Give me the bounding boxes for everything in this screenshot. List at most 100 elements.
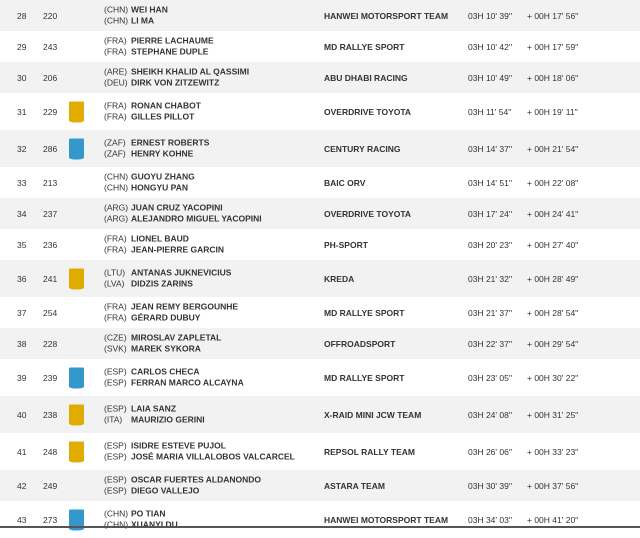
time-gap: + 00H 33' 23'': [527, 446, 579, 457]
driver[interactable]: (CZE) MIROSLAV ZAPLETAL: [104, 332, 221, 344]
driver[interactable]: (ESP) LAIA SANZ: [104, 403, 205, 415]
team-name: OVERDRIVE TOYOTA: [324, 208, 412, 219]
time-gap: + 00H 27' 40'': [527, 239, 579, 250]
co-driver[interactable]: (ZAF) HENRY KOHNE: [104, 149, 209, 161]
nationality: (FRA): [104, 301, 127, 311]
co-driver[interactable]: (CHN) HONGYU PAN: [104, 183, 195, 195]
nationality: (CHN): [104, 519, 129, 530]
driver[interactable]: (FRA) RONAN CHABOT: [104, 100, 201, 112]
table-row[interactable]: 43 273 (CHN) PO TIAN (CHN) XUANYI DU HANWE…: [0, 501, 640, 538]
co-driver[interactable]: (FRA) GILLES PILLOT: [104, 112, 201, 124]
team-name: ABU DHABI RACING: [324, 72, 408, 83]
position: 42: [17, 480, 27, 491]
co-driver-name: DIRK VON ZITZEWITZ: [131, 77, 220, 88]
co-driver[interactable]: (SVK) MAREK SYKORA: [104, 344, 221, 356]
nationality: (FRA): [104, 312, 127, 323]
co-driver[interactable]: (LVA) DIDZIS ZARINS: [104, 279, 231, 291]
co-driver[interactable]: (CHN) XUANYI DU: [104, 520, 178, 532]
driver-name: OSCAR FUERTES ALDANONDO: [131, 474, 262, 484]
driver[interactable]: (FRA) JEAN REMY BERGOUNHE: [104, 301, 238, 313]
driver-name: RONAN CHABOT: [131, 100, 201, 110]
nationality: (FRA): [104, 46, 127, 57]
table-row[interactable]: 38 228 (CZE) MIROSLAV ZAPLETAL (SVK) MAREK…: [0, 328, 640, 359]
car-number: 243: [43, 41, 58, 52]
driver[interactable]: (LTU) ANTANAS JUKNEVICIUS: [104, 267, 231, 279]
car-number: 286: [43, 143, 58, 154]
driver[interactable]: (CHN) GUOYU ZHANG: [104, 171, 195, 183]
table-row[interactable]: 32 286 (ZAF) ERNEST ROBERTS (ZAF) HENRY KO…: [0, 130, 640, 167]
table-row[interactable]: 40 238 (ESP) LAIA SANZ (ITA) MAURIZIO GERI…: [0, 396, 640, 433]
category-badge-icon: [69, 441, 84, 462]
driver[interactable]: (FRA) LIONEL BAUD: [104, 233, 224, 245]
table-row[interactable]: 29 243 (FRA) PIERRE LACHAUME (FRA) STEPHAN…: [0, 31, 640, 62]
co-driver-name: FERRAN MARCO ALCAYNA: [131, 377, 244, 388]
table-row[interactable]: 30 206 (ARE) SHEIKH KHALID AL QASSIMI (DE…: [0, 62, 640, 93]
table-row[interactable]: 37 254 (FRA) JEAN REMY BERGOUNHE (FRA) GÉR…: [0, 297, 640, 328]
position: 29: [17, 41, 27, 52]
position: 43: [17, 514, 27, 525]
position: 31: [17, 106, 27, 117]
category-badge-icon: [69, 101, 84, 122]
co-driver[interactable]: (ESP) DIEGO VALLEJO: [104, 486, 261, 498]
driver[interactable]: (ESP) CARLOS CHECA: [104, 366, 244, 378]
co-driver[interactable]: (DEU) DIRK VON ZITZEWITZ: [104, 78, 249, 90]
driver[interactable]: (FRA) PIERRE LACHAUME: [104, 35, 214, 47]
co-driver-name: GÉRARD DUBUY: [131, 312, 201, 323]
table-row[interactable]: 41 248 (ESP) ISIDRE ESTEVE PUJOL (ESP) JOS…: [0, 433, 640, 470]
table-row[interactable]: 39 239 (ESP) CARLOS CHECA (ESP) FERRAN MAR…: [0, 359, 640, 396]
nationality: (ARG): [104, 202, 129, 212]
co-driver[interactable]: (ITA) MAURIZIO GERINI: [104, 415, 205, 427]
driver-name: LIONEL BAUD: [131, 233, 189, 243]
driver[interactable]: (ARG) JUAN CRUZ YACOPINI: [104, 202, 262, 214]
driver-name: JEAN REMY BERGOUNHE: [131, 301, 239, 311]
category-badge-icon: [69, 404, 84, 425]
driver[interactable]: (ESP) ISIDRE ESTEVE PUJOL: [104, 440, 295, 452]
driver[interactable]: (CHN) WEI HAN: [104, 4, 168, 16]
time: 03H 23' 05'': [468, 372, 513, 383]
category-badge-icon: [69, 509, 84, 530]
table-row[interactable]: 33 213 (CHN) GUOYU ZHANG (CHN) HONGYU PAN …: [0, 167, 640, 198]
co-driver[interactable]: (FRA) STEPHANE DUPLE: [104, 47, 214, 59]
table-row[interactable]: 35 236 (FRA) LIONEL BAUD (FRA) JEAN-PIERRE…: [0, 229, 640, 260]
time: 03H 30' 39'': [468, 480, 513, 491]
table-row[interactable]: 42 249 (ESP) OSCAR FUERTES ALDANONDO (ESP…: [0, 470, 640, 501]
co-driver[interactable]: (FRA) GÉRARD DUBUY: [104, 313, 238, 325]
co-driver[interactable]: (ARG) ALEJANDRO MIGUEL YACOPINI: [104, 214, 262, 226]
crew: (LTU) ANTANAS JUKNEVICIUS (LVA) DIDZIS ZAR…: [104, 267, 231, 290]
time-gap: + 00H 28' 54'': [527, 307, 579, 318]
table-row[interactable]: 34 237 (ARG) JUAN CRUZ YACOPINI (ARG) ALEJ…: [0, 198, 640, 229]
co-driver[interactable]: (CHN) LI MA: [104, 16, 168, 28]
driver-name: ERNEST ROBERTS: [131, 137, 210, 147]
driver[interactable]: (CHN) PO TIAN: [104, 508, 178, 520]
table-row[interactable]: 28 220 (CHN) WEI HAN (CHN) LI MA HANWEI MO…: [0, 0, 640, 31]
co-driver[interactable]: (ESP) FERRAN MARCO ALCAYNA: [104, 378, 244, 390]
driver[interactable]: (ESP) OSCAR FUERTES ALDANONDO: [104, 474, 261, 486]
co-driver-name: JEAN-PIERRE GARCIN: [131, 244, 225, 255]
table-row[interactable]: 31 229 (FRA) RONAN CHABOT (FRA) GILLES PIL…: [0, 93, 640, 130]
co-driver-name: MAREK SYKORA: [131, 343, 201, 354]
position: 40: [17, 409, 27, 420]
driver-name: SHEIKH KHALID AL QASSIMI: [131, 66, 250, 76]
category-badge-icon: [69, 367, 84, 388]
crew: (CZE) MIROSLAV ZAPLETAL (SVK) MAREK SYKORA: [104, 332, 221, 355]
driver-name: MIROSLAV ZAPLETAL: [131, 332, 222, 342]
co-driver-name: GILLES PILLOT: [131, 111, 195, 122]
position: 36: [17, 273, 27, 284]
crew: (FRA) LIONEL BAUD (FRA) JEAN-PIERRE GARCIN: [104, 233, 224, 256]
driver-name: ANTANAS JUKNEVICIUS: [131, 267, 232, 277]
driver-name: WEI HAN: [131, 4, 168, 14]
bottom-divider: [0, 526, 640, 528]
car-number: 220: [43, 10, 58, 21]
position: 38: [17, 338, 27, 349]
time: 03H 14' 51'': [468, 177, 513, 188]
co-driver[interactable]: (FRA) JEAN-PIERRE GARCIN: [104, 245, 224, 257]
co-driver[interactable]: (ESP) JOSÉ MARIA VILLALOBOS VALCARCEL: [104, 452, 295, 464]
time-gap: + 00H 17' 56'': [527, 10, 579, 21]
co-driver-name: MAURIZIO GERINI: [131, 414, 205, 425]
driver[interactable]: (ARE) SHEIKH KHALID AL QASSIMI: [104, 66, 249, 78]
crew: (CHN) GUOYU ZHANG (CHN) HONGYU PAN: [104, 171, 195, 194]
driver[interactable]: (ZAF) ERNEST ROBERTS: [104, 137, 209, 149]
team-name: MD RALLYE SPORT: [324, 372, 405, 383]
crew: (CHN) WEI HAN (CHN) LI MA: [104, 4, 168, 27]
table-row[interactable]: 36 241 (LTU) ANTANAS JUKNEVICIUS (LVA) DID…: [0, 260, 640, 297]
